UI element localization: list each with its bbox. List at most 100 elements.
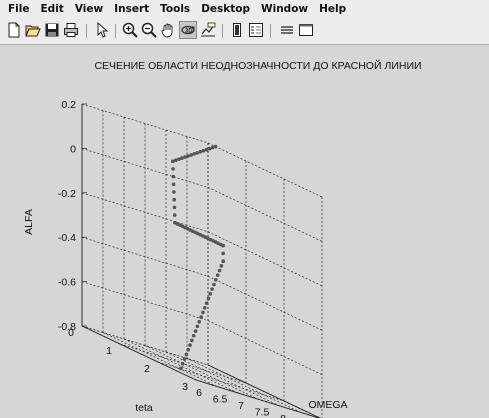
data-point [171,167,175,171]
z-axis-label: ALFA [23,209,35,235]
data-point [221,259,225,264]
grid-line [207,142,323,198]
toolbar: 3D [0,18,489,45]
data-point [172,197,176,202]
data-point [172,213,177,217]
pan-hand-icon[interactable] [160,22,176,38]
data-point [179,366,183,371]
menu-file[interactable]: File [8,3,30,15]
open-file-icon[interactable] [25,22,41,38]
show-plot-tools-icon[interactable] [298,22,314,38]
svg-text:3D: 3D [185,29,193,35]
data-point [190,338,194,343]
axis-lines [81,103,321,418]
data-point [195,151,200,155]
menu-window[interactable]: Window [261,3,309,15]
grid-line [157,361,285,402]
colorbar-icon[interactable] [229,22,245,38]
z-tick-label: 0 [70,143,76,155]
data-cursor-icon[interactable] [200,22,216,38]
data-point [197,319,202,324]
x-tick-label: 7 [238,400,244,412]
x-axis-line [195,379,321,418]
data-point [198,150,203,154]
data-point [174,158,178,162]
data-point [204,301,209,305]
data-point [210,287,214,291]
data-point [201,310,205,315]
data-point [171,174,176,179]
menu-edit[interactable]: Edit [40,3,64,15]
data-point [188,343,192,347]
z-tick-label: -0.8 [58,321,76,333]
menu-insert[interactable]: Insert [114,3,150,15]
data-point [173,220,177,225]
data-point [221,251,225,256]
data-point [186,154,190,158]
grid-line [186,358,302,413]
data-point [189,153,193,157]
x-tick-label: 7.5 [255,407,270,418]
x-tick-label: 6 [196,387,202,399]
grid-line [123,338,239,394]
print-icon[interactable] [63,22,79,38]
edit-plot-arrow-icon[interactable] [94,22,110,38]
zoom-out-icon[interactable] [141,22,157,38]
plot-3d[interactable]: СЕЧЕНИЕ ОБЛАСТИ НЕОДНОЗНАЧНОСТИ ДО КРАСН… [0,45,489,418]
data-point [183,155,187,159]
data-point [214,278,218,282]
grid-line [207,275,323,331]
data-point [184,352,189,357]
data-point [182,357,187,361]
data-point [210,145,215,150]
x-tick-label: 8 [280,413,286,418]
y-axis-line [81,325,197,381]
toolbar-separator [270,24,271,38]
data-point [208,292,213,296]
data-point [171,182,176,187]
z-tick-label: -0.4 [58,232,76,244]
data-point [171,159,175,164]
data-point [192,152,196,156]
save-icon[interactable] [44,22,60,38]
menu-desktop[interactable]: Desktop [201,3,251,15]
toolbar-separator [86,24,87,38]
data-point [217,268,222,273]
hide-plot-tools-icon[interactable] [279,22,295,38]
z-tick-label: 0.2 [61,99,76,111]
grid-line [207,187,323,242]
toolbar-separator [115,24,116,38]
x-axis-label: OMEGA [308,399,347,411]
menu-bar: File Edit View Insert Tools Desktop Wind… [0,0,489,18]
data-point [193,329,198,333]
legend-icon[interactable] [248,22,264,38]
data-point [202,305,207,310]
new-file-icon[interactable] [6,22,22,38]
grid-line [207,320,323,375]
toolbar-separator [222,24,223,38]
figure-area: СЕЧЕНИЕ ОБЛАСТИ НЕОДНОЗНАЧНОСТИ ДО КРАСН… [0,45,489,418]
x-tick-label: 6.5 [213,394,228,406]
grid-line [81,148,209,188]
chart-title: СЕЧЕНИЕ ОБЛАСТИ НЕОДНОЗНАЧНОСТИ ДО КРАСН… [94,59,421,72]
grid-line [81,325,209,366]
zoom-in-icon[interactable] [122,22,138,38]
data-point [172,205,177,210]
data-point [199,315,203,319]
data-point [207,146,212,151]
grid-line [81,192,209,233]
menu-help[interactable]: Help [319,3,347,15]
menu-view[interactable]: View [74,3,104,15]
grid-line [102,332,218,387]
data-point [180,361,185,366]
rotate-3d-icon[interactable]: 3D [179,21,197,39]
grid-line [165,351,281,407]
z-tick-label: -0.6 [58,277,76,289]
data-point [206,296,211,301]
data-point [212,282,216,287]
data-point [172,190,176,194]
data-point [180,156,184,160]
y-tick-label: 0 [68,327,74,339]
menu-tools[interactable]: Tools [160,3,191,15]
